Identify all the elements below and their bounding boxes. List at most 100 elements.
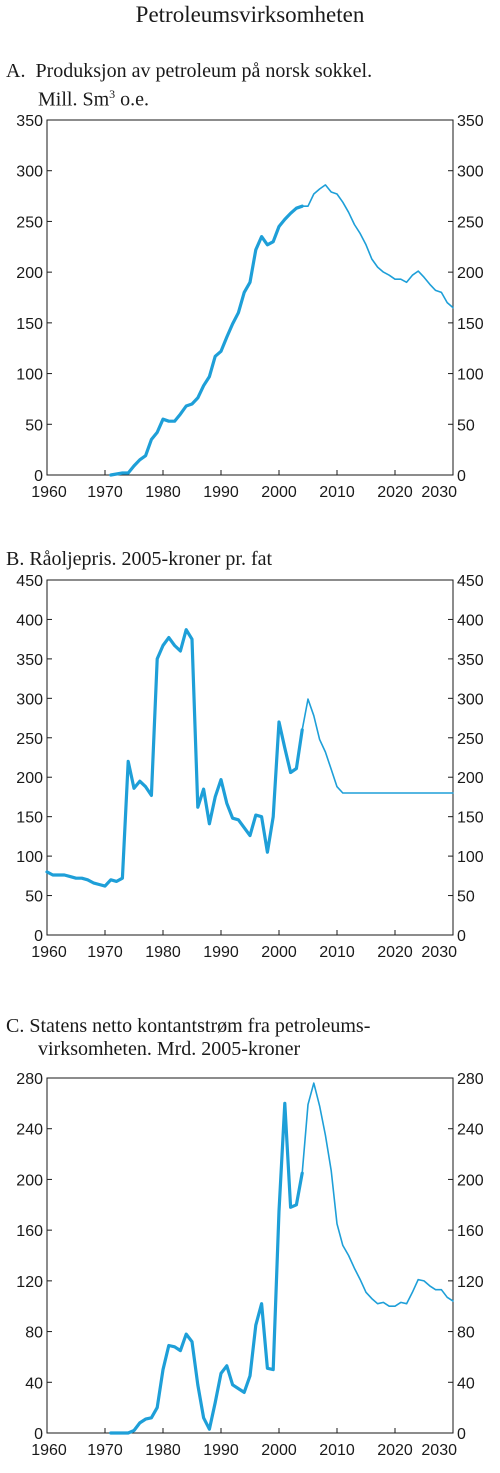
x-tick-label: 2010 xyxy=(319,1442,355,1459)
x-tick-label: 1970 xyxy=(87,484,123,501)
y-tick-label-left: 350 xyxy=(16,113,43,130)
y-tick-label-right: 100 xyxy=(457,367,484,384)
y-tick-label-left: 250 xyxy=(16,214,43,231)
y-tick-label-right: 200 xyxy=(457,770,484,787)
plot-frame xyxy=(46,579,454,936)
y-tick-label-right: 250 xyxy=(457,731,484,748)
y-tick-label-left: 240 xyxy=(16,1122,43,1139)
y-tick-label-left: 0 xyxy=(34,928,43,945)
x-tick-label: 2020 xyxy=(377,1442,413,1459)
y-tick-label-right: 40 xyxy=(457,1375,475,1392)
x-tick-label: 1980 xyxy=(145,484,181,501)
x-tick-label: 1960 xyxy=(31,1442,67,1459)
panel-b-prefix: B. xyxy=(6,548,25,570)
x-tick-label: 1990 xyxy=(203,944,239,961)
x-tick-label: 2030 xyxy=(421,1442,457,1459)
x-tick-label: 2010 xyxy=(319,944,355,961)
x-tick-label: 2030 xyxy=(421,944,457,961)
y-tick-label-left: 40 xyxy=(25,1375,43,1392)
y-tick-label-left: 450 xyxy=(16,573,43,590)
x-tick-label: 2000 xyxy=(261,484,297,501)
y-tick-label-left: 280 xyxy=(16,1071,43,1088)
plot-frame xyxy=(46,119,454,476)
y-tick-label-left: 100 xyxy=(16,367,43,384)
y-tick-label-right: 350 xyxy=(457,652,484,669)
panel-a-title-text: Produksjon av petroleum på norsk sokkel. xyxy=(35,60,373,82)
panel-c-title-line2: virksomheten. Mrd. 2005-kroner xyxy=(38,1038,301,1060)
x-tick-label: 2020 xyxy=(377,944,413,961)
y-tick-label-left: 150 xyxy=(16,316,43,333)
y-tick-label-right: 0 xyxy=(457,1426,466,1443)
y-tick-label-right: 200 xyxy=(457,265,484,282)
y-tick-label-right: 200 xyxy=(457,1172,484,1189)
y-tick-label-left: 0 xyxy=(34,468,43,485)
series-line-historical xyxy=(109,1101,304,1435)
y-tick-label-right: 400 xyxy=(457,612,484,629)
y-tick-label-right: 100 xyxy=(457,849,484,866)
y-tick-label-right: 160 xyxy=(457,1223,484,1240)
y-tick-label-left: 400 xyxy=(16,612,43,629)
y-tick-label-right: 300 xyxy=(457,691,484,708)
panel-a-title: A. Produksjon av petroleum på norsk sokk… xyxy=(6,60,372,112)
x-tick-label: 1990 xyxy=(203,1442,239,1459)
page-title: Petroleumsvirksomheten xyxy=(135,2,365,27)
y-tick-label-left: 300 xyxy=(16,164,43,181)
y-tick-label-right: 50 xyxy=(457,889,475,906)
y-tick-label-left: 200 xyxy=(16,265,43,282)
plot-frame xyxy=(46,1077,454,1434)
series-line-historical xyxy=(45,628,304,888)
panel-c-title: C. Statens netto kontantstrøm fra petrol… xyxy=(6,1015,370,1061)
x-tick-label: 2010 xyxy=(319,484,355,501)
y-tick-label-right: 300 xyxy=(457,164,484,181)
y-tick-label-left: 350 xyxy=(16,652,43,669)
y-tick-label-left: 200 xyxy=(16,770,43,787)
x-tick-label: 1980 xyxy=(145,944,181,961)
panel-a-subtitle: Mill. Sm3 o.e. xyxy=(38,87,150,111)
y-tick-label-left: 0 xyxy=(34,1426,43,1443)
x-tick-label: 1980 xyxy=(145,1442,181,1459)
panel-a-prefix: A. xyxy=(6,60,26,82)
y-tick-label-right: 0 xyxy=(457,928,466,945)
x-tick-label: 1960 xyxy=(31,944,67,961)
y-tick-label-left: 50 xyxy=(25,417,43,434)
y-tick-label-right: 50 xyxy=(457,417,475,434)
y-tick-label-right: 450 xyxy=(457,573,484,590)
series-line-projection xyxy=(301,698,454,794)
y-tick-label-right: 280 xyxy=(457,1071,484,1088)
x-tick-label: 1970 xyxy=(87,944,123,961)
y-tick-label-right: 350 xyxy=(457,113,484,130)
y-tick-label-right: 0 xyxy=(457,468,466,485)
y-tick-label-right: 120 xyxy=(457,1274,484,1291)
x-tick-label: 2000 xyxy=(261,1442,297,1459)
y-tick-label-right: 150 xyxy=(457,316,484,333)
x-tick-label: 2030 xyxy=(421,484,457,501)
y-tick-label-right: 150 xyxy=(457,810,484,827)
panel-b-title-text: Råoljepris. 2005-kroner pr. fat xyxy=(29,548,273,570)
y-tick-label-left: 50 xyxy=(25,889,43,906)
y-tick-label-left: 250 xyxy=(16,731,43,748)
y-tick-label-left: 150 xyxy=(16,810,43,827)
panel-b-chart: 0 0 50 50 100 100 150 150 200 200 250 250 300 300 350 3… xyxy=(16,573,484,961)
x-tick-label: 1970 xyxy=(87,1442,123,1459)
x-tick-label: 1960 xyxy=(31,484,67,501)
panel-b-title: B. Råoljepris. 2005-kroner pr. fat xyxy=(6,548,272,571)
series-line-projection xyxy=(301,184,454,309)
series-line-historical xyxy=(109,204,304,477)
y-tick-label-left: 80 xyxy=(25,1325,43,1342)
x-tick-label: 2020 xyxy=(377,484,413,501)
y-tick-label-right: 80 xyxy=(457,1325,475,1342)
y-tick-label-left: 300 xyxy=(16,691,43,708)
x-tick-label: 1990 xyxy=(203,484,239,501)
y-tick-label-right: 250 xyxy=(457,214,484,231)
panel-a-chart: 0 0 50 50 100 100 150 150 200 200 250 250 300 300 350 3… xyxy=(16,113,484,501)
series-line-projection xyxy=(301,1082,454,1307)
panel-c-prefix: C. xyxy=(6,1015,25,1037)
y-tick-label-left: 160 xyxy=(16,1223,43,1240)
y-tick-label-left: 120 xyxy=(16,1274,43,1291)
x-tick-label: 2000 xyxy=(261,944,297,961)
y-tick-label-left: 200 xyxy=(16,1172,43,1189)
y-tick-label-left: 100 xyxy=(16,849,43,866)
y-tick-label-right: 240 xyxy=(457,1122,484,1139)
panel-c-title-text: Statens netto kontantstrøm fra petroleum… xyxy=(29,1015,371,1037)
